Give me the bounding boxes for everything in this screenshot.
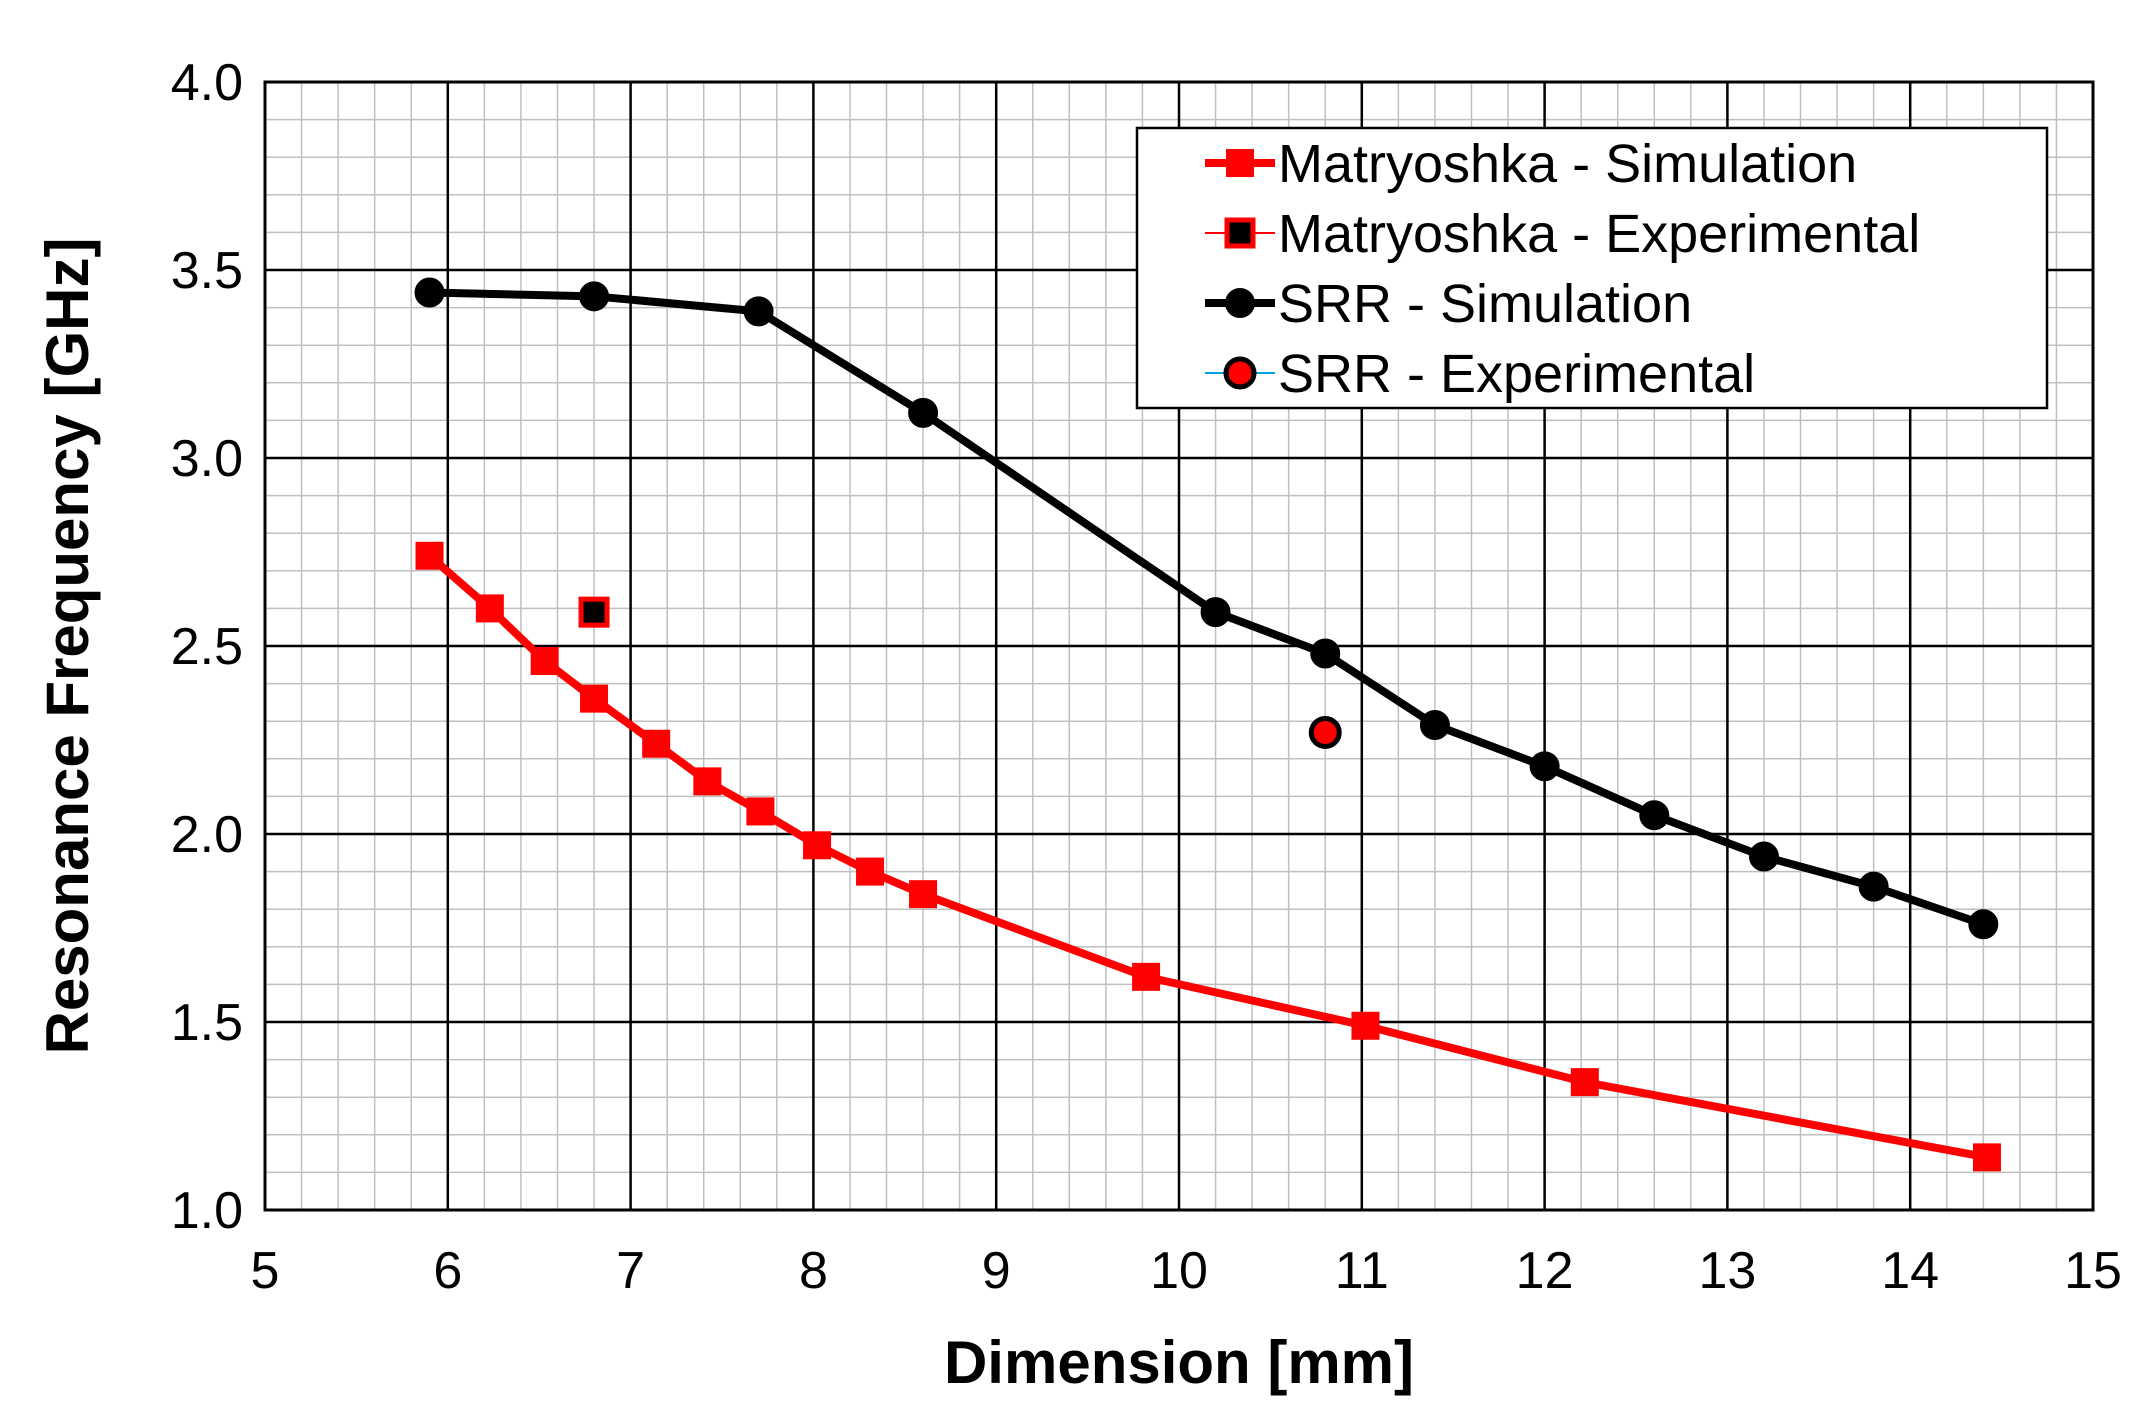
legend-item: SRR - Experimental [1205, 344, 1755, 404]
legend-marker [1226, 149, 1254, 177]
y-tick-label: 3.0 [171, 430, 243, 488]
data-point [642, 729, 671, 758]
data-point [1419, 709, 1450, 740]
data-point [580, 684, 609, 713]
series-layer [414, 277, 2001, 1172]
data-point [414, 277, 445, 308]
data-point [579, 281, 610, 312]
data-point [530, 647, 559, 676]
series-srr-simulation [414, 277, 1999, 940]
data-point [746, 797, 775, 826]
data-point [1968, 909, 1999, 940]
data-point [1308, 715, 1342, 749]
series-matryoshka-experimental [578, 596, 610, 628]
series-srr-experimental [1308, 715, 1342, 749]
x-tick-label: 7 [616, 1242, 645, 1300]
data-point [908, 397, 939, 428]
y-tick-label: 4.0 [171, 54, 243, 112]
y-axis-tick-labels: 1.0 1.5 2.0 2.5 3.0 3.5 4.0 [171, 54, 243, 1240]
y-axis-title: Resonance Frequency [GHz] [34, 238, 101, 1055]
legend-label: SRR - Simulation [1278, 274, 1692, 334]
legend: Matryoshka - Simulation Matryoshka - Expe… [1135, 126, 2049, 410]
data-point [1972, 1143, 2001, 1172]
y-tick-label: 2.0 [171, 806, 243, 864]
x-tick-label: 15 [2064, 1242, 2122, 1300]
x-tick-label: 6 [433, 1242, 462, 1300]
y-tick-label: 1.5 [171, 994, 243, 1052]
x-axis-tick-labels: 5 6 7 8 9 10 11 12 13 14 15 [251, 1242, 2122, 1300]
data-point [1639, 800, 1670, 831]
y-tick-label: 1.0 [171, 1182, 243, 1240]
data-point [1351, 1011, 1380, 1040]
data-point [415, 541, 444, 570]
data-point [856, 857, 885, 886]
legend-label: Matryoshka - Experimental [1278, 204, 1920, 264]
legend-marker [1224, 217, 1256, 249]
x-axis-title: Dimension [mm] [944, 1329, 1414, 1396]
data-point [1132, 962, 1161, 991]
legend-label: Matryoshka - Simulation [1278, 134, 1857, 194]
data-point [1570, 1068, 1599, 1097]
legend-marker [1223, 356, 1257, 390]
legend-label: SRR - Experimental [1278, 344, 1755, 404]
plot-area-frame [263, 80, 2095, 1212]
x-tick-label: 12 [1516, 1242, 1574, 1300]
x-tick-label: 5 [251, 1242, 280, 1300]
series-matryoshka-simulation [415, 541, 2001, 1172]
data-point [1200, 597, 1231, 628]
data-point [1858, 871, 1889, 902]
data-point [1310, 638, 1341, 669]
x-tick-label: 9 [982, 1242, 1011, 1300]
x-tick-label: 13 [1698, 1242, 1756, 1300]
y-tick-label: 2.5 [171, 618, 243, 676]
legend-item: Matryoshka - Simulation [1205, 134, 1857, 194]
data-point [578, 596, 610, 628]
x-tick-label: 8 [799, 1242, 828, 1300]
legend-marker [1225, 288, 1255, 318]
legend-item: SRR - Simulation [1205, 274, 1692, 334]
x-tick-label: 14 [1881, 1242, 1939, 1300]
data-point [743, 296, 774, 327]
series-line [425, 288, 1988, 929]
data-point [909, 880, 938, 909]
legend-box [1135, 126, 2049, 410]
data-point [1529, 751, 1560, 782]
y-tick-label: 3.5 [171, 242, 243, 300]
data-point [1748, 841, 1779, 872]
data-point [475, 594, 504, 623]
x-tick-label: 10 [1150, 1242, 1208, 1300]
data-point [693, 767, 722, 796]
data-point [803, 831, 832, 860]
legend-item: Matryoshka - Experimental [1205, 204, 1920, 264]
x-tick-label: 11 [1335, 1242, 1389, 1300]
